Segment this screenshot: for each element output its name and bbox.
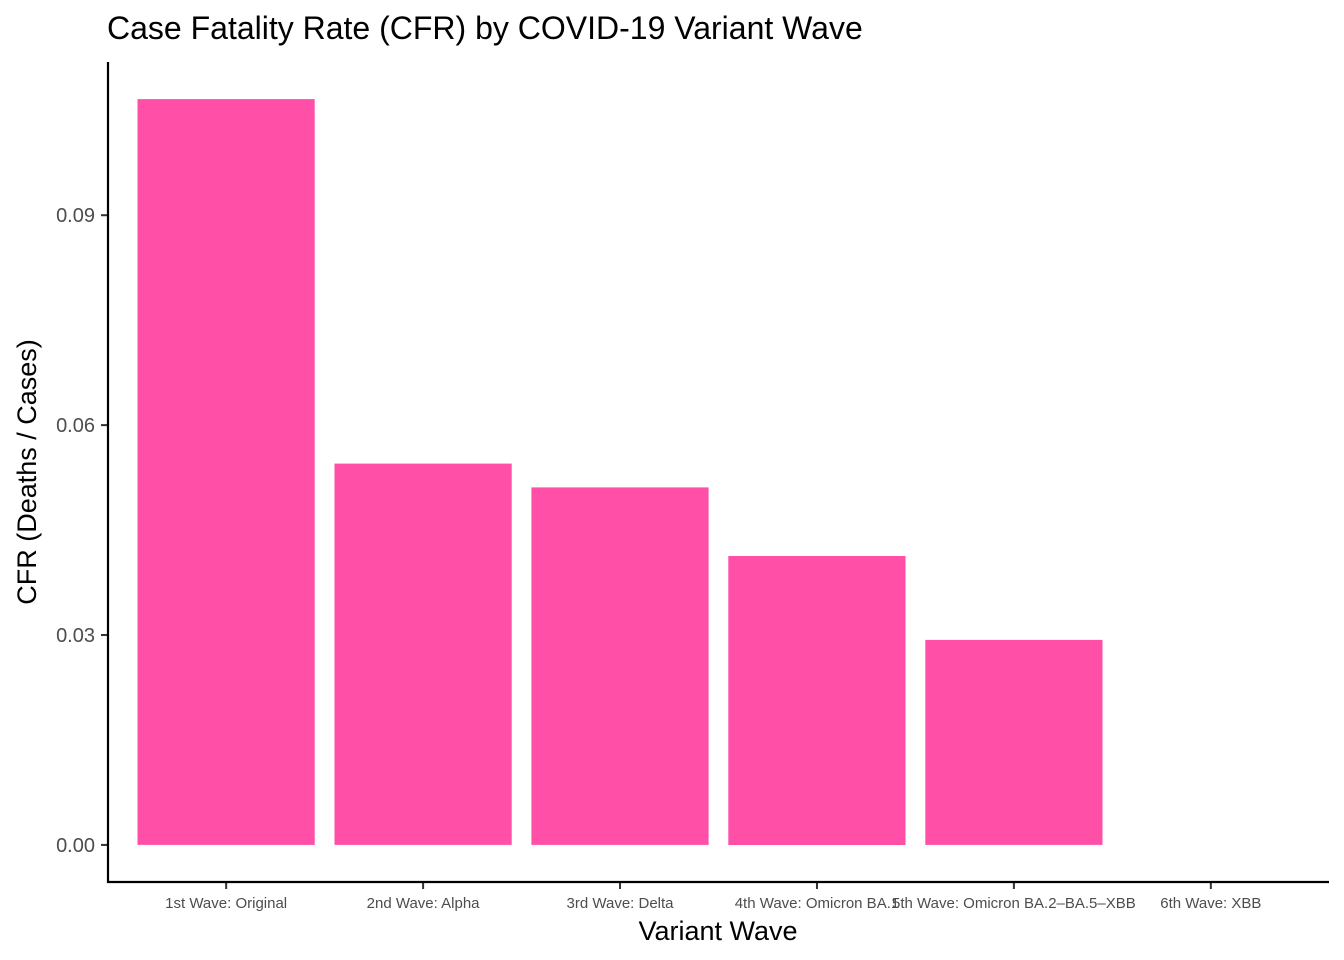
x-tick-label-4: 4th Wave: Omicron BA.1	[735, 895, 900, 912]
chart-title: Case Fatality Rate (CFR) by COVID-19 Var…	[107, 10, 863, 46]
x-tick-label-1: 1st Wave: Original	[165, 895, 287, 912]
y-tick-label-3: 0.06	[56, 415, 95, 437]
y-tick-label-1: 0.00	[56, 835, 95, 857]
x-tick-label-2: 2nd Wave: Alpha	[367, 895, 481, 912]
bar-3	[531, 487, 709, 845]
bar-2	[334, 463, 512, 845]
x-tick-label-5: 5th Wave: Omicron BA.2–BA.5–XBB	[892, 895, 1136, 912]
x-axis-ticks: 1st Wave: Original 2nd Wave: Alpha 3rd Wav…	[165, 882, 1261, 912]
y-axis-title: CFR (Deaths / Cases)	[12, 339, 42, 605]
x-tick-label-6: 6th Wave: XBB	[1160, 895, 1261, 912]
y-tick-label-2: 0.03	[56, 625, 95, 647]
bar-5	[925, 639, 1103, 845]
bars-layer	[137, 99, 1103, 845]
y-tick-label-4: 0.09	[56, 205, 95, 227]
bar-4	[728, 556, 906, 845]
x-tick-label-3: 3rd Wave: Delta	[567, 895, 675, 912]
x-axis-title: Variant Wave	[638, 916, 797, 946]
y-axis-ticks: 0.00 0.03 0.06 0.09	[56, 205, 108, 857]
bar-1	[137, 99, 315, 845]
